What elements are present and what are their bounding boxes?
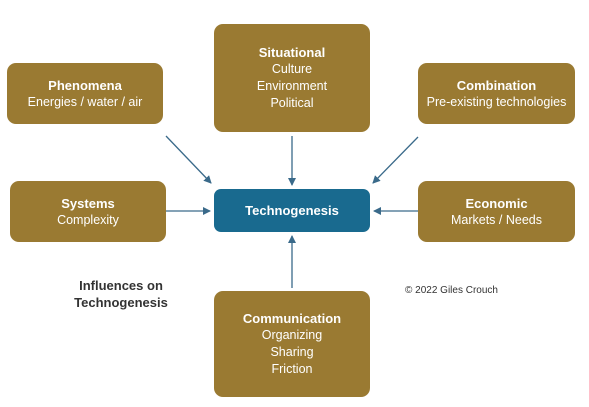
systems-box: Systems Complexity	[10, 181, 166, 242]
communication-box: Communication Organizing Sharing Frictio…	[214, 291, 370, 397]
phenomena-box: Phenomena Energies / water / air	[7, 63, 163, 124]
economic-box: Economic Markets / Needs	[418, 181, 575, 242]
situational-line-1: Culture	[271, 62, 313, 76]
technogenesis-node: Technogenesis	[214, 189, 370, 232]
caption-line-1: Influences on	[79, 278, 163, 293]
caption-line-2: Technogenesis	[74, 295, 168, 310]
arrow-phenomena	[165, 135, 212, 184]
combination-box: Combination Pre-existing technologies	[418, 63, 575, 124]
situational-box: Situational Culture Environment Politica…	[214, 24, 370, 132]
copyright-notice: © 2022 Giles Crouch	[405, 285, 498, 296]
economic-title: Economic	[465, 195, 528, 211]
combination-title: Combination	[456, 77, 537, 93]
systems-line-1: Complexity	[57, 212, 119, 227]
arrow-combination	[372, 136, 419, 184]
communication-line-3: Friction	[271, 362, 313, 376]
phenomena-line-1: Energies / water / air	[27, 94, 143, 109]
systems-title: Systems	[61, 195, 115, 211]
diagram-caption: Influences on Technogenesis	[66, 277, 176, 311]
situational-line-3: Political	[270, 96, 314, 110]
communication-title: Communication	[242, 311, 342, 326]
combination-line-1: Pre-existing technologies	[426, 94, 567, 109]
situational-title: Situational	[258, 45, 326, 60]
phenomena-title: Phenomena	[48, 77, 122, 93]
situational-line-2: Environment	[256, 79, 328, 93]
communication-line-1: Organizing	[261, 328, 323, 342]
economic-line-1: Markets / Needs	[450, 212, 542, 227]
communication-line-2: Sharing	[270, 345, 314, 359]
